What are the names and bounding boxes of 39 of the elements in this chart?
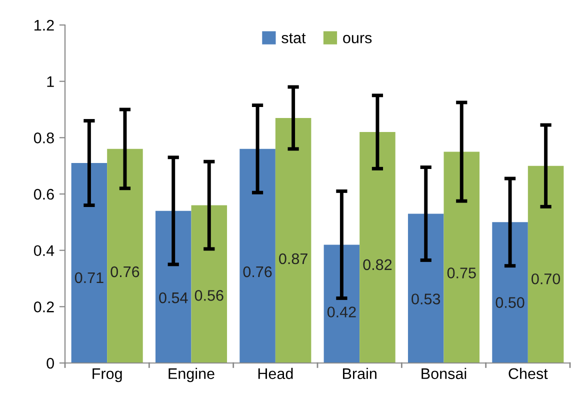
x-tick-label: Chest	[508, 368, 548, 380]
data-label: 0.82	[363, 259, 392, 270]
x-tick-label: Bonsai	[422, 368, 466, 380]
y-tick-label: 1.2	[34, 20, 54, 31]
y-tick-label: 1	[47, 76, 54, 87]
x-tick-label: Frog	[92, 368, 122, 382]
bar	[71, 163, 108, 363]
bar	[528, 166, 564, 363]
bar	[324, 244, 360, 363]
bar	[240, 148, 276, 363]
y-tick-label: 0.2	[34, 302, 54, 312]
data-label: 0.76	[110, 266, 140, 278]
y-tick-label: 0.6	[34, 188, 54, 200]
bar	[155, 210, 192, 363]
data-label: 0.53	[412, 294, 440, 304]
data-label: 0.75	[447, 268, 476, 278]
legend-label: ours	[343, 34, 372, 44]
x-tick-label: Engine	[168, 368, 214, 382]
y-tick-label: 0.4	[34, 245, 54, 256]
y-tick-label: 0	[46, 358, 54, 369]
data-label: 0.70	[532, 273, 560, 284]
data-label: 0.54	[159, 292, 188, 304]
bar	[408, 214, 444, 363]
bar	[360, 132, 396, 363]
x-tick-label: Brain	[343, 368, 376, 380]
bar	[107, 148, 143, 363]
legend-label: stat	[282, 33, 306, 44]
bar	[191, 205, 228, 363]
x-tick-label: Head	[258, 368, 293, 380]
data-label: 0.87	[279, 253, 308, 264]
data-label: 0.50	[496, 297, 524, 308]
bar	[444, 152, 480, 363]
bar	[275, 118, 312, 363]
y-tick-label: 0.8	[34, 132, 54, 144]
data-label: 0.76	[243, 266, 272, 278]
bar	[492, 222, 528, 363]
data-label: 0.56	[194, 290, 224, 301]
data-label: 0.71	[74, 272, 104, 284]
data-label: 0.42	[327, 306, 356, 318]
